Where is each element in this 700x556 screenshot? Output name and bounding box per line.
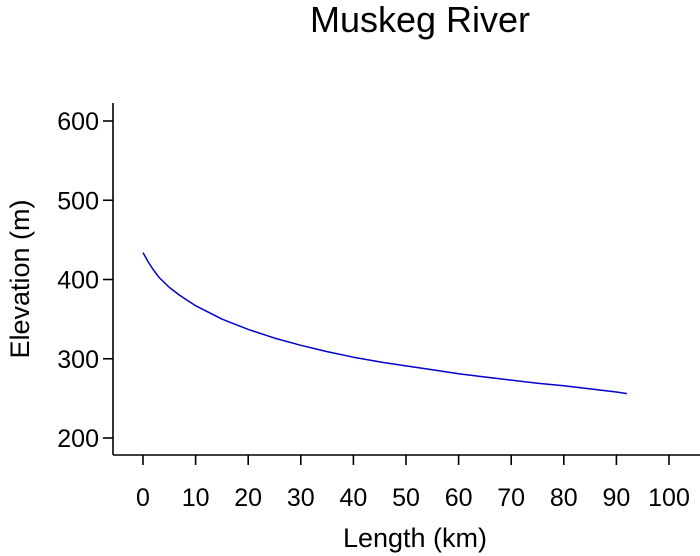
y-axis-label: Elevation (m)	[5, 199, 35, 358]
x-tick-label: 70	[497, 484, 525, 512]
series-group	[142, 252, 628, 395]
x-tick-label: 0	[136, 484, 150, 512]
x-tick-label: 60	[445, 484, 473, 512]
y-tick-label: 300	[57, 346, 99, 374]
x-tick-label: 50	[392, 484, 420, 512]
x-tick-label: 80	[550, 484, 578, 512]
y-tick-label: 400	[57, 267, 99, 295]
y-tick-label: 500	[57, 187, 99, 215]
x-ticks: 0 10 20 30 40 50 60 70 80 90 100	[136, 455, 690, 512]
axes	[112, 103, 700, 456]
chart-title: Muskeg River	[310, 0, 530, 40]
x-tick-label: 10	[182, 484, 210, 512]
y-tick-label: 200	[57, 425, 99, 453]
y-tick-label: 600	[57, 108, 99, 136]
y-ticks: 200 300 400 500 600	[57, 108, 113, 453]
x-tick-label: 40	[339, 484, 367, 512]
x-tick-label: 100	[648, 484, 690, 512]
x-tick-label: 20	[234, 484, 262, 512]
series-line	[142, 252, 628, 395]
x-tick-label: 90	[602, 484, 630, 512]
x-tick-label: 30	[287, 484, 315, 512]
x-axis-label: Length (km)	[343, 523, 487, 553]
